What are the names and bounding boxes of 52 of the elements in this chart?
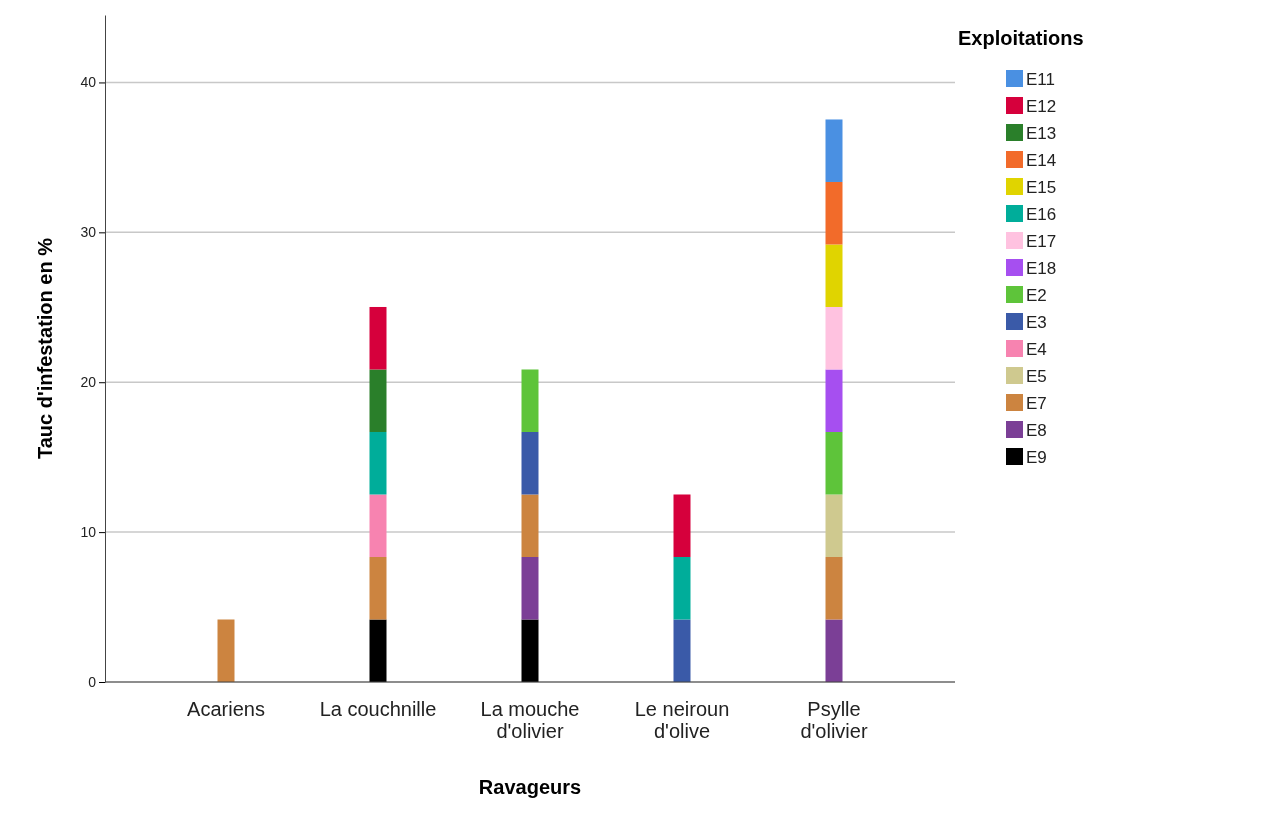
legend-label: E14 [1026,151,1057,170]
bar [369,556,387,620]
x-axis-title: Ravageurs [478,776,582,798]
x-tick-label: La mouche d'olivier [480,698,580,742]
x-tick-label: Acariens [187,698,265,720]
legend-label: E12 [1026,97,1057,116]
bar [825,119,843,182]
legend-label: E9 [1026,448,1047,467]
y-tick-label: 20 [80,374,97,391]
bar [521,369,539,432]
legend-label: E4 [1026,340,1047,359]
legend-label: E2 [1026,286,1047,305]
bar [825,244,843,307]
legend-label: E5 [1026,367,1047,386]
y-tick-label: 40 [80,74,97,91]
bar [825,306,843,370]
bar [825,619,843,682]
x-tick-label: Psylle d'olivier [800,698,868,742]
y-axis-title: Tauc d'infestation en % [34,237,56,460]
bar [825,494,843,557]
legend-label: E17 [1026,232,1057,251]
legend-label: E18 [1026,259,1057,278]
legend-title: Exploitations [958,27,1084,49]
legend-label: E15 [1026,178,1057,197]
bar [369,494,387,557]
legend-label: E7 [1026,394,1047,413]
bar [369,619,387,682]
legend-label: E8 [1026,421,1047,440]
y-tick-label: 30 [80,224,97,241]
y-tick-label: 0 [88,673,97,690]
legend-label: E11 [1026,70,1055,89]
bar [521,431,539,495]
bar [673,494,691,557]
bar [825,556,843,620]
bar [521,556,539,620]
bar [521,619,539,682]
legend-label: E16 [1026,205,1057,224]
bar [369,431,387,495]
bar [369,306,387,370]
y-tick-label: 10 [80,524,97,541]
bar [369,369,387,432]
x-tick-label: La couchnille [319,698,437,720]
bar [673,619,691,682]
bar [521,494,539,557]
bar [825,431,843,495]
legend-label: E13 [1026,124,1057,143]
bar [825,181,843,245]
bar [673,556,691,620]
bar [217,619,235,682]
legend-label: E3 [1026,313,1047,332]
x-tick-label: Le neiroun d'olive [634,698,730,742]
bar [825,369,843,432]
